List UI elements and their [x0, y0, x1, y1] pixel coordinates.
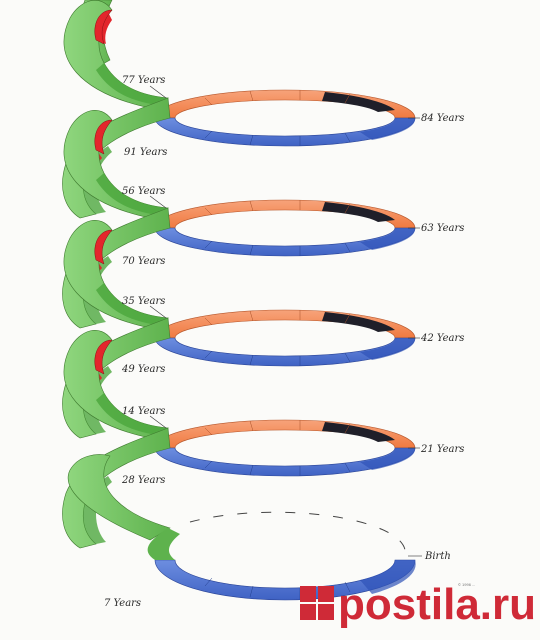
- label-70-years: 70 Years: [122, 256, 165, 267]
- leader-lines: [149, 85, 422, 557]
- label-35-years: 35 Years: [122, 296, 165, 307]
- label-91-years: 91 Years: [124, 147, 167, 158]
- coil-bottom: [67, 454, 416, 601]
- label-7-years: 7 Years: [104, 598, 141, 609]
- label-49-years: 49 Years: [121, 364, 165, 375]
- watermark-logo-icon: [300, 586, 334, 620]
- label-14-years: 14 Years: [122, 406, 165, 417]
- label-77-years: 77 Years: [122, 75, 165, 86]
- label-63-years: 63 Years: [421, 223, 464, 234]
- label-birth: Birth: [424, 551, 451, 562]
- watermark: postila.ru © 1996 ...: [300, 580, 536, 629]
- watermark-text: postila.ru: [338, 580, 536, 629]
- label-28-years: 28 Years: [121, 475, 165, 486]
- copyright-text: © 1996 ...: [458, 582, 475, 587]
- label-84-years: 84 Years: [421, 113, 464, 124]
- label-21-years: 21 Years: [420, 444, 464, 455]
- label-56-years: 56 Years: [122, 186, 165, 197]
- label-42-years: 42 Years: [420, 333, 464, 344]
- coil-top: [61, 0, 416, 219]
